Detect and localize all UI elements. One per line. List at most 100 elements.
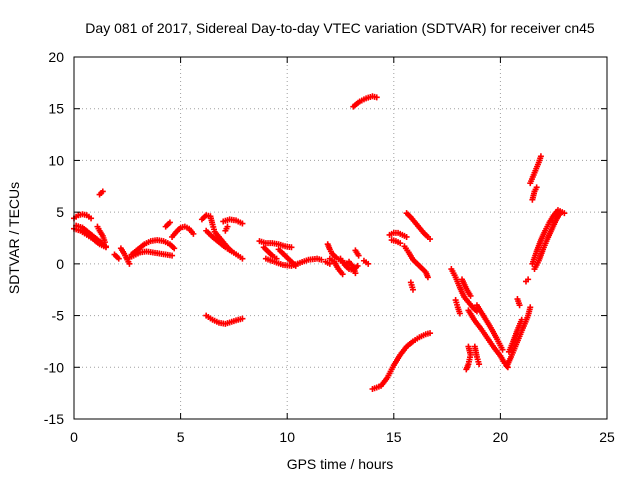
y-tick-label: 20 (48, 49, 64, 65)
data-point-marker (115, 255, 122, 262)
series-arc28 (350, 93, 380, 110)
series-arc38 (465, 307, 511, 371)
series-arc18 (260, 244, 280, 262)
data-point-marker (166, 219, 173, 226)
series-arc34 (407, 279, 416, 293)
series-arc6 (111, 251, 122, 262)
y-tick-label: -10 (44, 359, 64, 375)
data-point-marker (126, 260, 133, 267)
series-arc32 (401, 243, 431, 281)
data-point-marker (537, 153, 544, 160)
series-arc47 (531, 210, 564, 273)
series-arc29 (369, 330, 434, 393)
series-arc11 (169, 223, 197, 240)
data-point-marker (522, 278, 529, 285)
series-arc31 (388, 237, 404, 247)
series-arc49 (529, 184, 540, 203)
data-point-marker (427, 236, 434, 243)
series-arc41 (471, 343, 483, 368)
data-point-marker (409, 286, 416, 293)
data-point-marker (326, 260, 333, 267)
data-point-marker (456, 310, 463, 317)
x-tick-label: 10 (279, 429, 295, 445)
data-point-marker (99, 188, 106, 195)
series-arc13 (203, 227, 246, 262)
data-point-marker (561, 210, 568, 217)
data-point-marker (239, 220, 246, 227)
series-arc5 (96, 188, 106, 198)
y-tick-label: -5 (52, 308, 65, 324)
data-point-marker (318, 256, 325, 263)
data-point-marker (88, 215, 95, 222)
data-point-marker (403, 233, 410, 240)
series-arc20 (275, 246, 299, 269)
plot-frame (73, 56, 608, 420)
series-arc45 (522, 276, 532, 285)
x-axis-label: GPS time / hours (287, 456, 394, 472)
data-point-marker (373, 94, 380, 101)
data-point-marker (518, 316, 525, 323)
series-arc9 (128, 237, 178, 258)
data-point-marker (527, 304, 534, 311)
chart-title: Day 081 of 2017, Sidereal Day-to-day VTE… (85, 20, 595, 36)
y-tick-label: 15 (48, 101, 64, 117)
data-point-marker (355, 252, 362, 259)
data-point-marker (190, 230, 197, 237)
series-arc8 (124, 248, 176, 262)
data-point-marker (499, 346, 506, 353)
y-axis-label: SDTVAR / TECUs (6, 182, 22, 294)
series-arc4 (94, 223, 108, 246)
data-point-marker (476, 361, 483, 368)
series-arc36 (452, 297, 463, 317)
data-point-marker (463, 366, 470, 373)
data-point-marker (169, 252, 176, 259)
data-points (71, 93, 568, 393)
data-point-marker (424, 274, 431, 281)
series-arc7 (117, 245, 133, 267)
y-tick-label: 5 (56, 204, 64, 220)
series-arc48 (527, 153, 544, 187)
series-arc43 (505, 316, 525, 355)
data-point-marker (354, 262, 361, 269)
series-arc35 (448, 266, 480, 315)
x-tick-label: 15 (386, 429, 402, 445)
series-arc39 (473, 302, 506, 353)
data-point-marker (224, 223, 231, 230)
series-arc37 (459, 276, 474, 299)
series-arc50 (552, 208, 568, 220)
data-point-marker (467, 292, 474, 299)
data-point-marker (365, 260, 372, 267)
y-tick-label: 0 (56, 256, 64, 272)
x-tick-label: 5 (177, 429, 185, 445)
x-tick-label: 0 (70, 429, 78, 445)
series-arc1 (71, 211, 95, 222)
data-point-marker (288, 244, 295, 251)
data-point-marker (397, 240, 404, 247)
series-arc30 (386, 229, 410, 240)
data-point-marker (239, 315, 246, 322)
series-arc14 (220, 216, 246, 227)
series-arc21 (322, 258, 333, 267)
series-arc42 (503, 304, 534, 370)
series-arc15 (222, 223, 231, 234)
series-arc23 (326, 255, 346, 278)
x-tick-label: 20 (493, 429, 509, 445)
series-arc40 (463, 343, 474, 373)
data-point-marker (516, 302, 523, 309)
axis-ticks: 0 5 10 15 20 25 -15 -10 -5 0 5 10 15 20 (44, 49, 615, 445)
data-point-marker (533, 184, 540, 191)
series-arc33 (403, 210, 434, 243)
series-arc10 (162, 219, 173, 230)
data-point-marker (339, 271, 346, 278)
series-arc16 (203, 312, 246, 327)
x-tick-label: 25 (599, 429, 615, 445)
y-tick-label: -15 (44, 411, 64, 427)
series-arc44 (514, 296, 523, 309)
series-arc26 (346, 258, 359, 277)
data-point-marker (292, 262, 299, 269)
data-point-marker (239, 255, 246, 262)
series-arc17 (256, 238, 295, 251)
y-tick-label: 10 (48, 152, 64, 168)
data-point-marker (352, 270, 359, 277)
